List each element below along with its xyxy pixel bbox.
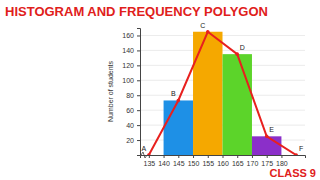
tick: 80 (126, 92, 140, 99)
polygon-point (147, 153, 151, 155)
tick-mark (137, 110, 140, 111)
axis-line (141, 156, 306, 159)
point-label: E (269, 126, 274, 133)
polygon-point (235, 52, 239, 56)
tick-mark (137, 125, 140, 126)
tick: 140 (158, 155, 170, 167)
polygon-point (177, 99, 181, 103)
tick-label: 140 (158, 160, 170, 167)
y-axis: 20 40 60 80 100 120 140 160 (122, 29, 140, 156)
tick-mark (223, 155, 224, 158)
tick-label: 120 (122, 62, 134, 69)
tick-mark (193, 155, 194, 158)
tick-mark (164, 155, 165, 158)
tick: 60 (126, 107, 140, 114)
tick-label: 100 (122, 77, 134, 84)
tick-label: 145 (173, 160, 185, 167)
tick-label: 155 (202, 160, 214, 167)
tick-mark (281, 155, 282, 158)
point-label: F (299, 145, 303, 152)
tick: 155 (202, 155, 214, 167)
bar (223, 54, 252, 155)
y-axis-title: Number of students (107, 60, 114, 122)
tick: 120 (122, 62, 140, 69)
tick: 140 (122, 47, 140, 54)
tick-label: 40 (126, 122, 134, 129)
tick-label: 60 (126, 107, 134, 114)
tick-label: 20 (126, 137, 134, 144)
polygon-point (294, 153, 298, 155)
point-label: D (240, 44, 245, 51)
bar (193, 32, 222, 155)
point-label: C (200, 22, 205, 29)
marks (147, 30, 298, 155)
tick-mark (252, 155, 253, 158)
tick-mark (178, 155, 179, 158)
tick-label: 165 (232, 160, 244, 167)
tick-mark (237, 155, 238, 158)
tick-label: 150 (188, 160, 200, 167)
tick-mark (208, 155, 209, 158)
tick: 165 (232, 155, 244, 167)
chart: HISTOGRAM AND FREQUENCY POLYGON A B C D E F 135… (0, 0, 320, 180)
point-label: A (142, 145, 147, 152)
tick-label: 135 (143, 160, 155, 167)
tick-label: 170 (247, 160, 259, 167)
tick-label: 140 (122, 47, 134, 54)
tick-mark (137, 80, 140, 81)
point-label: B (171, 90, 176, 97)
point-labels: A B C D E F (142, 22, 304, 152)
tick: 170 (247, 155, 259, 167)
annotation: CLASS 9 (270, 167, 316, 179)
bar (164, 100, 193, 155)
polygon-point (206, 30, 210, 34)
tick-mark (137, 95, 140, 96)
tick-label: 80 (126, 92, 134, 99)
tick: 150 (188, 155, 200, 167)
x-axis: 135140145150155160165170175180 (141, 155, 306, 167)
tick-label: 180 (276, 160, 288, 167)
axis-line (137, 29, 141, 156)
tick: 160 (122, 32, 140, 39)
tick-label: 175 (261, 160, 273, 167)
tick: 20 (126, 137, 140, 144)
frequency-polygon (149, 32, 296, 155)
axis-break (141, 152, 147, 158)
tick: 160 (217, 155, 229, 167)
tick-mark (137, 140, 140, 141)
tick-mark (137, 65, 140, 66)
tick-mark (267, 155, 268, 158)
title: HISTOGRAM AND FREQUENCY POLYGON (5, 4, 268, 19)
tick-mark (137, 35, 140, 36)
polygon-point (265, 135, 269, 139)
tick-label: 160 (217, 160, 229, 167)
tick-mark (149, 155, 150, 158)
bar (252, 136, 281, 155)
tick: 100 (122, 77, 140, 84)
tick: 135 (143, 155, 155, 167)
tick: 145 (173, 155, 185, 167)
tick: 40 (126, 122, 140, 129)
tick-label: 160 (122, 32, 134, 39)
tick-mark (137, 50, 140, 51)
tick: 175 (261, 155, 273, 167)
tick: 180 (276, 155, 288, 167)
